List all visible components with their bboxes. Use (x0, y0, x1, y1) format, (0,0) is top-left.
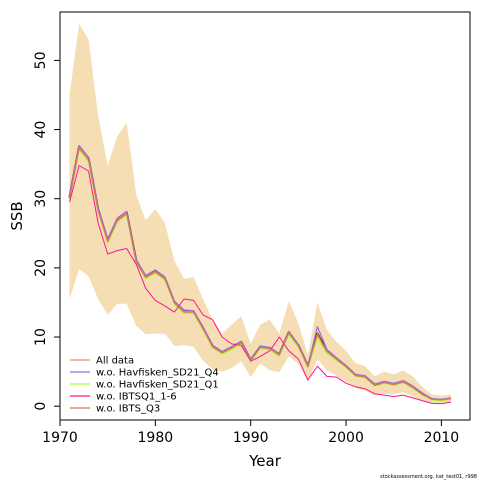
series-line-3 (69, 165, 451, 405)
footnote: stockassessment.org, kat_test01, r998 (380, 474, 477, 480)
legend-label-1: w.o. Havfisken_SD21_Q4 (96, 368, 219, 379)
series-lines-layer (68, 144, 452, 405)
x-tick-label: 1980 (138, 430, 174, 446)
y-tick-label: 30 (33, 190, 49, 208)
y-tick-label: 10 (33, 328, 49, 346)
x-tick-label: 2000 (328, 430, 364, 446)
y-tick-label: 50 (33, 51, 49, 69)
confidence-band (69, 23, 451, 405)
y-tick-label: 0 (33, 402, 49, 411)
confidence-band-layer (69, 23, 451, 405)
x-tick-label: 1990 (233, 430, 269, 446)
legend-label-0: All data (96, 356, 134, 367)
y-tick-label: 20 (33, 259, 49, 277)
y-axis: 0 10 20 30 40 50 (33, 51, 61, 411)
legend-label-4: w.o. IBTS_Q3 (96, 404, 160, 415)
series-line-4 (68, 147, 451, 401)
legend-label-3: w.o. IBTSQ1_1-6 (96, 392, 177, 403)
y-axis-title: SSB (8, 201, 26, 230)
y-tick-label: 40 (33, 121, 49, 139)
x-tick-label: 2010 (424, 430, 460, 446)
x-axis-title: Year (248, 452, 282, 470)
x-axis: 1970 1980 1990 2000 2010 (42, 419, 460, 446)
legend-label-2: w.o. Havfisken_SD21_Q1 (96, 380, 219, 391)
x-tick-label: 1970 (42, 430, 78, 446)
